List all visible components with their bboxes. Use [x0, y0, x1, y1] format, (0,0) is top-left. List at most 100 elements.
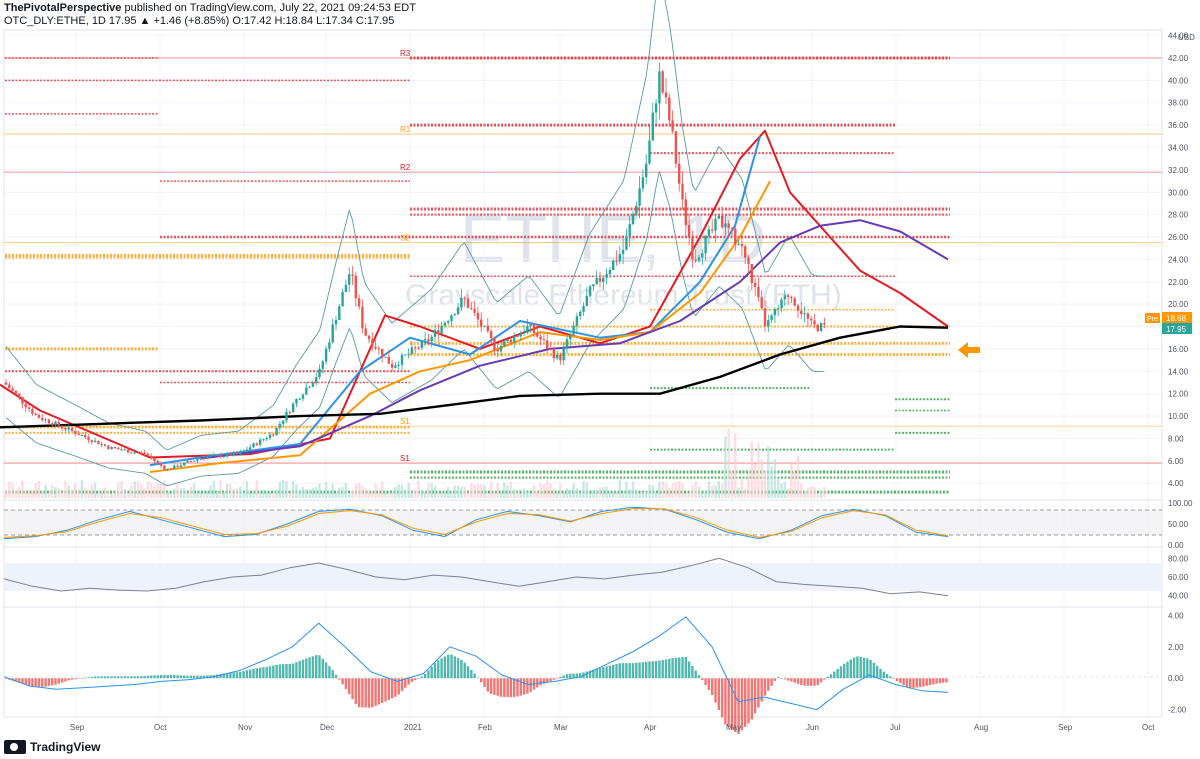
candle-body — [678, 163, 681, 184]
macd-histogram-bar — [169, 675, 173, 679]
candle-body — [21, 397, 24, 404]
volume-bar — [123, 488, 126, 498]
macd-histogram-bar — [681, 657, 684, 679]
candle-body — [100, 444, 103, 446]
candle-body — [585, 295, 588, 306]
candle-body — [730, 227, 734, 229]
volume-bar — [249, 492, 252, 498]
indicator-tick-label: -2.00 — [1168, 706, 1187, 715]
macd-histogram-bar — [922, 678, 925, 687]
price-tick-label: 8.00 — [1168, 434, 1184, 443]
time-axis[interactable]: Sep Oct Nov Dec 2021 Feb Mar Apr May Jun Jul Aug Sep… — [70, 723, 1155, 732]
candle-body — [476, 312, 480, 320]
macd-histogram-bar — [526, 678, 529, 694]
macd-histogram-bar — [258, 667, 262, 679]
volume-bar — [612, 491, 615, 498]
macd-histogram-bar — [691, 666, 694, 679]
volume-bar — [740, 478, 744, 498]
volume-bar — [430, 483, 433, 498]
volume-bar — [793, 472, 796, 498]
candle-body — [757, 286, 760, 298]
macd-histogram-bar — [143, 675, 146, 679]
candle-body — [235, 452, 239, 455]
macd-histogram-bar — [387, 678, 390, 700]
macd-histogram-bar — [74, 678, 77, 680]
candle-body — [364, 328, 367, 336]
candle-body — [456, 307, 460, 315]
candle-body — [298, 398, 301, 400]
macd-histogram-bar — [536, 678, 539, 688]
candle-body — [796, 305, 800, 311]
candle-body — [397, 364, 400, 366]
volume-bar — [588, 493, 592, 498]
macd-histogram-bar — [829, 674, 833, 679]
volume-bar — [480, 484, 483, 498]
volume-bar — [598, 487, 602, 498]
candle-body — [674, 131, 678, 164]
volume-bar — [724, 436, 727, 498]
volume-bar — [199, 493, 202, 498]
pivot-label: R3 — [400, 49, 411, 58]
volume-bar — [499, 492, 503, 498]
macd-histogram-bar — [473, 673, 476, 679]
svg-text:18.68: 18.68 — [1166, 314, 1187, 323]
main-price-pane[interactable]: R3 R1 R2 S2 S1 S1 — [0, 0, 1163, 717]
volume-bar — [126, 493, 130, 498]
macd-histogram-bar — [117, 676, 120, 679]
macd-histogram-bar — [760, 678, 763, 702]
volume-bar — [338, 487, 341, 498]
macd-histogram-and-line — [3, 616, 949, 734]
macd-histogram-bar — [549, 678, 552, 682]
volume-bar — [730, 470, 734, 498]
volume-bar — [552, 489, 555, 498]
moving-averages — [0, 129, 949, 473]
volume-bar — [546, 480, 549, 498]
volume-bar — [615, 491, 618, 498]
macd-histogram-bar — [348, 678, 351, 695]
author-name[interactable]: ThePivotalPerspective — [4, 2, 122, 14]
candle-body — [252, 443, 255, 448]
volume-bar — [245, 481, 249, 498]
macd-histogram-bar — [27, 678, 31, 686]
candle-body — [232, 452, 235, 456]
macd-histogram-bar — [796, 678, 800, 684]
rsi-pane[interactable] — [3, 546, 1163, 608]
candle-body — [219, 454, 222, 458]
volume-bar — [196, 492, 199, 498]
candle-body — [192, 460, 196, 462]
candle-body — [239, 451, 242, 455]
macd-pane[interactable] — [3, 606, 1163, 734]
volume-bar — [569, 489, 572, 498]
volume-bar — [24, 491, 27, 498]
candle-body — [374, 346, 377, 349]
macd-histogram-bar — [625, 663, 628, 679]
volume-bar — [51, 484, 54, 498]
candle-body — [77, 433, 80, 436]
macd-histogram-bar — [229, 672, 232, 679]
candle-body — [275, 427, 278, 436]
volume-bar — [668, 488, 671, 498]
macd-histogram-bar — [93, 676, 97, 679]
macd-histogram-bar — [876, 665, 879, 679]
candle-body — [780, 299, 783, 309]
candle-body — [242, 450, 245, 452]
price-axis[interactable]: 44.00 42.00 40.00 38.00 36.00 34.00 32.00 30.00… — [1168, 32, 1193, 715]
pivot-label: S1 — [400, 417, 410, 426]
stochastic-pane[interactable] — [3, 499, 1163, 548]
macd-histogram-bar — [783, 678, 786, 680]
volume-bar — [27, 490, 31, 498]
macd-histogram-bar — [37, 678, 41, 687]
macd-histogram-bar — [136, 676, 140, 679]
volume-bar — [176, 483, 179, 498]
candle-body — [199, 458, 202, 460]
tradingview-footer[interactable]: TradingView — [4, 740, 100, 754]
candle-body — [262, 439, 265, 441]
candle-body — [542, 339, 546, 341]
pivot-label: S1 — [400, 454, 410, 463]
macd-histogram-bar — [892, 678, 895, 679]
volume-bar — [648, 485, 651, 498]
candle-body — [90, 440, 93, 443]
volume-bar — [671, 483, 674, 498]
volume-bar — [143, 488, 146, 498]
macd-histogram-bar — [367, 678, 371, 708]
